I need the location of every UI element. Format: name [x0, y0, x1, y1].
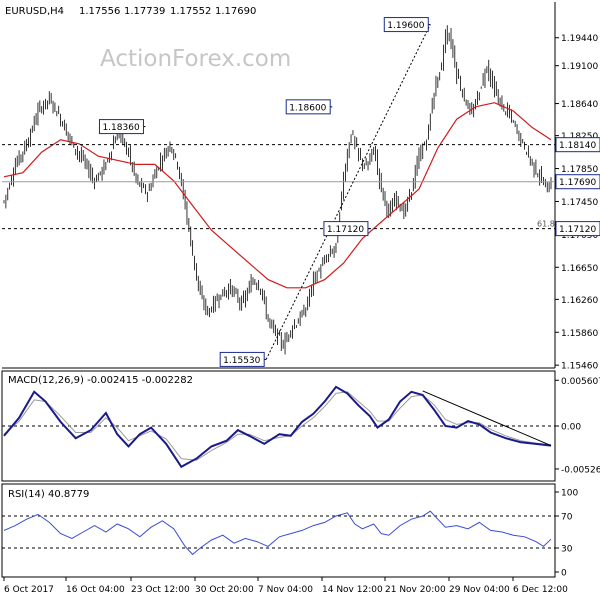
y-tick-label: 1.16650	[561, 264, 598, 274]
y-tick-label: 0.005607	[561, 377, 600, 387]
x-tick-label: 30 Oct 20:00	[195, 585, 254, 595]
x-tick-label: 6 Oct 2017	[4, 585, 54, 595]
y-tick-label: 1.16260	[561, 296, 598, 306]
callout-box	[285, 99, 331, 115]
macd-lines	[2, 385, 555, 469]
callout-box	[98, 119, 144, 135]
macd-line	[3, 385, 552, 469]
x-tick-label: 16 Oct 04:00	[66, 585, 125, 595]
callout-box	[323, 221, 369, 237]
y-tick-label: 1.18640	[561, 100, 598, 110]
price-moving-average	[3, 102, 552, 289]
y-tick-label: 0	[561, 569, 567, 579]
rsi-y-axis: 100 70 30 0	[555, 489, 578, 579]
price-label-box	[555, 221, 600, 237]
y-tick-label: 30	[561, 545, 573, 555]
y-tick-label: 1.18250	[561, 132, 598, 142]
callout-text: 1.18600	[289, 103, 326, 113]
y-tick-label: 1.15860	[561, 329, 598, 339]
y-tick-label: 1.15460	[561, 362, 598, 372]
price-label-text: 1.18140	[559, 141, 596, 151]
chart-header-low: 1.17552	[170, 6, 211, 17]
callout-text: 1.19600	[387, 21, 424, 31]
x-tick-label: 7 Nov 04:00	[258, 585, 313, 595]
y-tick-label: 1.19440	[561, 34, 598, 44]
y-tick-label: 1.17450	[561, 198, 598, 208]
y-tick-label: 70	[561, 513, 573, 523]
rsi-lines	[2, 510, 555, 556]
price-label-text: 1.17690	[559, 178, 596, 188]
chart-header-symbol: EURUSD,H4	[5, 6, 64, 17]
x-tick-label: 23 Oct 12:00	[131, 585, 190, 595]
chart-header-high: 1.17739	[124, 6, 165, 17]
price-candles	[3, 25, 552, 355]
macd-y-axis: 0.005607 0.00 -0.005267	[555, 377, 600, 475]
watermark: ActionForex.com	[100, 46, 291, 72]
y-tick-label: 0.00	[561, 423, 581, 433]
y-tick-label: 1.17850	[561, 165, 598, 175]
macd-signal-line	[3, 391, 552, 461]
callout-text: 1.15530	[223, 356, 260, 366]
x-axis: 6 Oct 2017 16 Oct 04:00 23 Oct 12:00 30 Oct…	[3, 577, 568, 595]
x-tick-label: 29 Nov 04:00	[449, 585, 510, 595]
moving-average-line	[3, 102, 552, 289]
x-tick-label: 21 Nov 20:00	[385, 585, 446, 595]
y-tick-label: -0.005267	[561, 465, 600, 475]
price-label-box	[555, 174, 600, 190]
y-tick-label: 100	[561, 489, 578, 499]
price-horizontal-lines: 1.18140 1.17690 1.17120 61.8	[2, 137, 600, 237]
price-callouts: 1.18360 1.15530 1.18600 1.17120 1.19600	[98, 17, 431, 367]
callout-text: 1.17120	[327, 225, 364, 235]
callout-box	[383, 17, 429, 33]
x-tick-label: 6 Dec 12:00	[513, 585, 568, 595]
rsi-title: RSI(14) 40.8779	[8, 489, 89, 500]
price-label-box	[555, 137, 600, 153]
callout-box	[219, 351, 265, 367]
chart-header-close: 1.17690	[215, 6, 256, 17]
price-label-text: 1.17120	[559, 225, 596, 235]
chart-header-open: 1.17556	[79, 6, 120, 17]
callout-text: 1.18360	[102, 123, 139, 133]
rsi-line	[3, 510, 552, 556]
macd-trendline	[422, 390, 552, 447]
x-tick-label: 14 Nov 12:00	[322, 585, 383, 595]
fib-annotation: 61.8	[537, 220, 555, 229]
y-tick-label: 1.19100	[561, 62, 598, 72]
rsi-panel-frame	[1, 483, 556, 578]
macd-title: MACD(12,26,9) -0.002415 -0.002282	[8, 375, 193, 386]
